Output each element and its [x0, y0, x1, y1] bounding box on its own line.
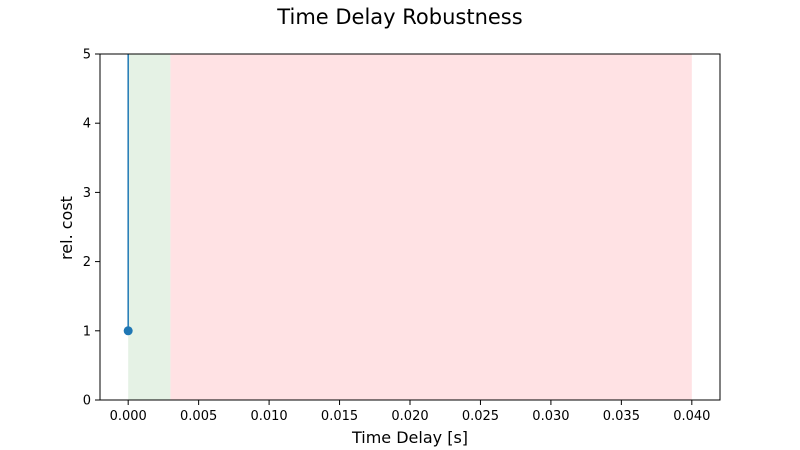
regions-layer	[128, 54, 692, 400]
y-tick-label-5: 5	[83, 48, 91, 63]
y-tick-label-1: 1	[83, 324, 91, 339]
x-axis-title: Time Delay [s]	[351, 428, 468, 447]
shaded-region-1	[170, 54, 692, 400]
x-tick-label-6: 0.030	[532, 409, 569, 424]
x-tick-label-1: 0.005	[180, 409, 217, 424]
y-axis-title: rel. cost	[57, 196, 76, 260]
series-layer	[123, 54, 133, 336]
x-tick-label-5: 0.025	[462, 409, 499, 424]
x-tick-label-2: 0.010	[250, 409, 287, 424]
chart-title: Time Delay Robustness	[276, 5, 522, 29]
data-point-0-0	[123, 326, 133, 336]
x-tick-label-7: 0.035	[603, 409, 640, 424]
x-tick-label-4: 0.020	[391, 409, 428, 424]
x-axis: 0.000 0.005 0.010 0.015 0.020 0.025 0.030 0.035…	[110, 400, 710, 424]
x-tick-label-3: 0.015	[321, 409, 358, 424]
y-axis: 0 1 2 3 4 5	[83, 48, 100, 409]
y-tick-label-4: 4	[83, 117, 91, 132]
x-tick-label-0: 0.000	[110, 409, 147, 424]
shaded-region-0	[128, 54, 171, 400]
y-tick-label-0: 0	[83, 394, 91, 409]
y-tick-label-3: 3	[83, 186, 91, 201]
y-tick-label-2: 2	[83, 255, 91, 270]
x-tick-label-8: 0.040	[673, 409, 710, 424]
